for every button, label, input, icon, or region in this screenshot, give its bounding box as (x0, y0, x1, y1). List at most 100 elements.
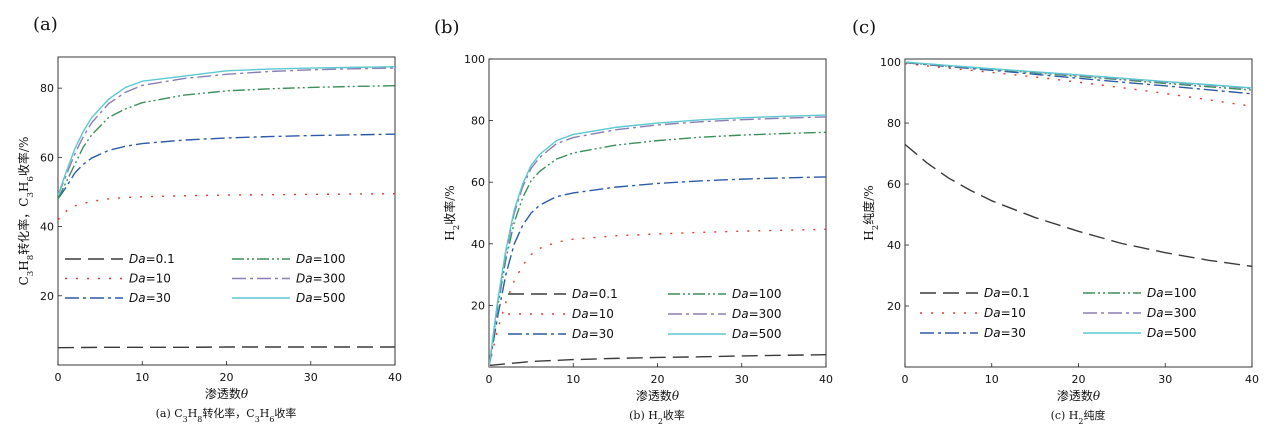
subscript: 2 (871, 225, 881, 231)
legend-symbol: Da (732, 307, 749, 321)
text-run: 纯度 (1083, 408, 1105, 422)
legend-symbol: Da (296, 252, 313, 266)
y-axis-title: H2收率/% (442, 185, 462, 240)
x-tick-label: 20 (1072, 373, 1086, 386)
y-tick-label: 80 (40, 82, 54, 95)
legend-value: =0.1 (589, 287, 618, 301)
legend-entry: Da=0.1 (572, 287, 618, 301)
legend-entry: Da=300 (732, 307, 782, 321)
legend-symbol: Da (129, 252, 146, 266)
series-line-da-500 (905, 61, 1252, 89)
x-axis-title: 渗透数θ (1057, 388, 1101, 403)
subscript: 3 (26, 192, 36, 198)
series-line-da-500 (58, 65, 395, 196)
legend: Da=0.1 Da=100 Da =10 Da=300 Da=30 Da=500 (508, 287, 782, 341)
x-tick-label: 10 (566, 373, 580, 386)
x-axis-title: 渗透数θ (636, 388, 680, 403)
legend-symbol: Da (296, 272, 313, 286)
legend-entry: Da=100 (296, 252, 346, 266)
subscript: 2 (452, 225, 462, 231)
series-line-da-30 (58, 133, 395, 200)
x-tick-label: 30 (1158, 373, 1172, 386)
text-run: 转化率，C (16, 198, 31, 255)
series-line-da-30 (905, 61, 1252, 95)
legend-value: =100 (313, 252, 346, 266)
text-run: (b) H (629, 409, 658, 422)
legend-symbol: Da (1147, 306, 1164, 320)
legend-value: =30 (146, 291, 171, 305)
text-run: (c) H (1051, 409, 1079, 422)
x-axis-title-symbol: θ (672, 389, 680, 403)
text-run: H (188, 407, 198, 420)
text-run: 收率/% (16, 137, 31, 176)
legend-entry: Da=500 (732, 327, 782, 341)
legend-value: =0.1 (1001, 286, 1030, 300)
legend-symbol: Da (129, 291, 146, 305)
subscript: 8 (26, 255, 36, 261)
text-run: 收率 (274, 406, 296, 420)
legend-entry: Da=500 (296, 291, 346, 305)
text-run: 收率 (663, 408, 685, 422)
x-tick-label: 40 (388, 371, 402, 384)
y-axis-title: C3H8转化率，C3H6收率/% (16, 137, 36, 286)
x-tick-label: 40 (819, 373, 833, 386)
plot-frame (904, 58, 1253, 368)
y-tick-label: 80 (887, 117, 901, 130)
legend-symbol: Da (984, 326, 1001, 340)
panel-caption: (a) C3H8转化率，C3H6收率 (156, 406, 297, 424)
x-tick-label: 30 (735, 373, 749, 386)
legend-value: =10 (589, 307, 614, 321)
panel-label: (a) (33, 14, 58, 35)
y-tick-label: 20 (40, 290, 54, 303)
series-line-da-100 (58, 85, 395, 200)
x-tick-label: 20 (220, 371, 234, 384)
panel-caption: (c) H2纯度 (1051, 408, 1106, 426)
text-run: H (443, 230, 457, 240)
legend-symbol: Da (129, 272, 146, 286)
legend-entry: Da=0.1 (984, 286, 1030, 300)
y-tick-label: 60 (471, 176, 485, 189)
text-run: H (17, 182, 31, 192)
panel-label: (b) (434, 17, 460, 38)
legend-entry: Da=30 (129, 291, 171, 305)
legend-entry: Da=10 (129, 272, 171, 286)
subscript: 3 (183, 415, 188, 424)
x-tick-label: 0 (486, 373, 493, 386)
x-tick-label: 30 (304, 371, 318, 384)
legend-value: =30 (1001, 326, 1026, 340)
legend-symbol: Da (296, 291, 313, 305)
y-tick-label: 80 (471, 115, 485, 128)
legend-value: =300 (749, 307, 782, 321)
legend-value: =300 (313, 272, 346, 286)
y-tick-label: 60 (40, 151, 54, 164)
legend-symbol: Da (984, 306, 1001, 320)
legend-value: =500 (749, 327, 782, 341)
series-line-da-30 (489, 176, 826, 367)
x-axis-title-symbol: θ (1093, 389, 1101, 403)
subscript: 3 (26, 271, 36, 277)
x-tick-label: 10 (135, 371, 149, 384)
y-tick-label: 100 (880, 56, 901, 69)
legend-entry: Da=300 (296, 272, 346, 286)
legend-value: =0.1 (146, 252, 175, 266)
y-axis-title: H2纯度/% (861, 185, 881, 240)
y-tick-label: 40 (40, 221, 54, 234)
series-line-da-10 (58, 193, 395, 221)
legend-symbol: Da (984, 286, 1001, 300)
series-lines (905, 61, 1252, 268)
legend-entry: Da=30 (572, 327, 614, 341)
text-run: 收率/% (442, 185, 457, 224)
subscript: 6 (26, 176, 36, 182)
legend-entry: Da=300 (1147, 306, 1197, 320)
legend-entry: Da=100 (732, 287, 782, 301)
x-tick-label: 40 (1245, 373, 1259, 386)
text-run: (a) C (156, 407, 183, 420)
series-line-da-100 (489, 131, 826, 367)
legend-value: =500 (313, 291, 346, 305)
subscript: 2 (1078, 417, 1083, 426)
